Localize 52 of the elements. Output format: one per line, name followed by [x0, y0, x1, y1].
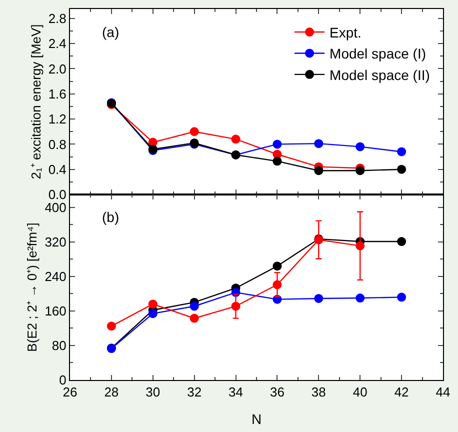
point [231, 302, 240, 311]
point [272, 140, 282, 149]
x-tick-label: 38 [311, 384, 326, 400]
point [231, 134, 240, 144]
y-tick-label: 160 [44, 304, 66, 319]
x-tick-label: 36 [270, 384, 284, 400]
y-tick-label: 0.4 [48, 162, 66, 177]
x-tick-label: 32 [187, 384, 202, 400]
point [397, 164, 406, 174]
point [272, 262, 282, 271]
y-tick-label: 400 [44, 200, 66, 215]
x-tick-label: 30 [146, 384, 160, 400]
legend-label: Model space (I) [330, 46, 426, 62]
point [314, 294, 324, 303]
y-tick-label: 1.2 [48, 112, 66, 127]
y-tick-label: 240 [44, 269, 66, 284]
point [190, 302, 199, 311]
y-tick-label: 80 [52, 338, 66, 354]
point [356, 142, 365, 152]
y-tick-label: 0.0 [48, 187, 66, 202]
x-axis-title: N [251, 410, 262, 427]
point [356, 241, 365, 250]
point [356, 294, 365, 303]
x-tick-label: 40 [352, 384, 368, 400]
point [314, 166, 324, 176]
point [314, 139, 324, 148]
y-tick-label: 2.0 [48, 61, 66, 76]
point [356, 166, 365, 176]
y-tick-label: 2.8 [48, 10, 66, 26]
y-tick-label: 1.6 [48, 86, 66, 102]
point [272, 280, 282, 290]
annotation: (b) [102, 209, 120, 225]
x-tick-label: 44 [436, 384, 450, 400]
y-axis-title: B(E2 ; 2⁺ → 0⁺) [e²fm⁴] [24, 222, 40, 352]
point [190, 314, 199, 323]
x-tick-label: 34 [228, 384, 244, 400]
y-tick-label: 0.8 [48, 136, 66, 152]
legend-label: Model space (II) [330, 66, 430, 83]
point [148, 309, 158, 318]
point [106, 322, 116, 331]
annotation: (a) [102, 24, 120, 40]
point [397, 237, 406, 246]
y-tick-label: 320 [44, 234, 66, 250]
point [272, 156, 282, 166]
legend-label: Expt. [330, 24, 362, 40]
point [397, 292, 406, 302]
x-tick-label: 42 [394, 384, 409, 400]
point [397, 147, 406, 156]
x-tick-label: 28 [104, 384, 119, 400]
y-axis-title: 2₁⁺ excitation energy [MeV] [28, 24, 44, 180]
point [190, 127, 199, 136]
y-tick-label: 2.4 [48, 36, 66, 52]
